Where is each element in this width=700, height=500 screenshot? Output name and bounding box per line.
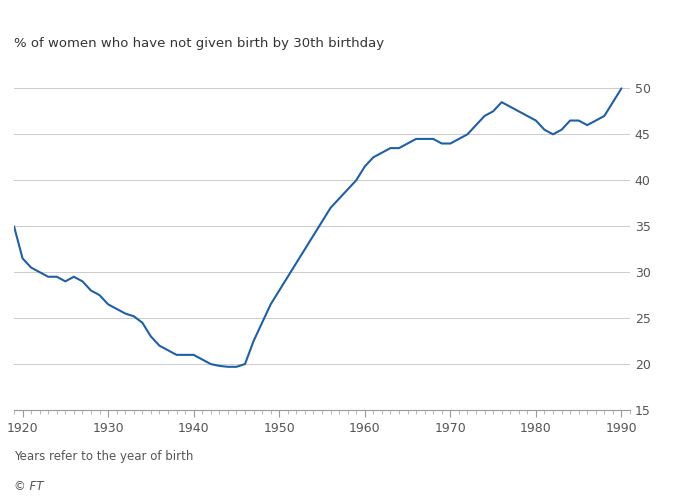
Text: % of women who have not given birth by 30th birthday: % of women who have not given birth by 3… bbox=[14, 37, 384, 50]
Text: Years refer to the year of birth: Years refer to the year of birth bbox=[14, 450, 193, 463]
Text: © FT: © FT bbox=[14, 480, 43, 493]
